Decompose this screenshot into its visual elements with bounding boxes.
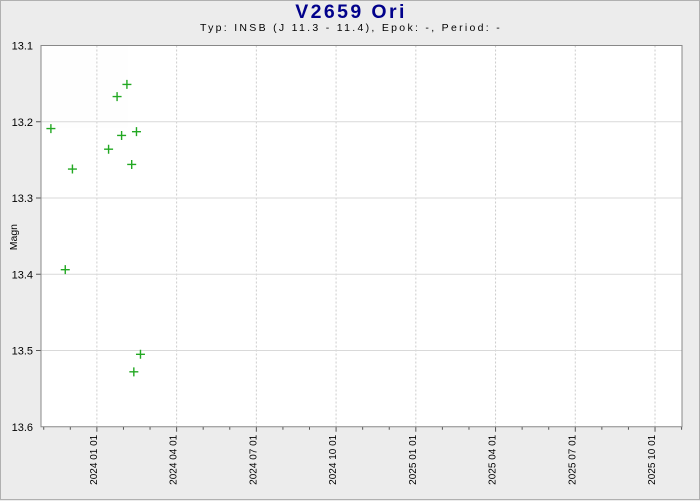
svg-text:13.3: 13.3 [12,193,33,205]
svg-text:2024 04 01: 2024 04 01 [169,434,180,484]
svg-text:2024 07 01: 2024 07 01 [248,434,259,484]
svg-text:2024 01 01: 2024 01 01 [89,434,100,484]
svg-text:2025 10 01: 2025 10 01 [647,434,658,484]
svg-text:2024 10 01: 2024 10 01 [328,434,339,484]
svg-text:2025 04 01: 2025 04 01 [488,434,499,484]
svg-text:13.6: 13.6 [12,422,33,434]
svg-text:13.2: 13.2 [12,117,33,129]
svg-text:13.4: 13.4 [12,269,33,281]
svg-text:13.1: 13.1 [12,41,33,53]
svg-text:2025 01 01: 2025 01 01 [408,434,419,484]
svg-text:2025 07 01: 2025 07 01 [567,434,578,484]
svg-text:13.5: 13.5 [12,346,33,358]
